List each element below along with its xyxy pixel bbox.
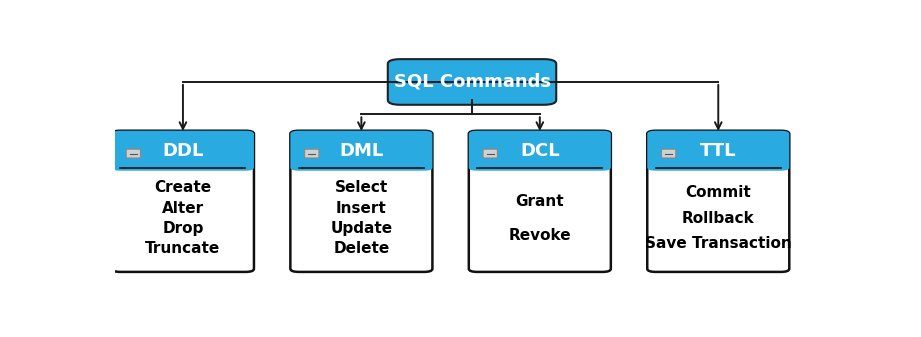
Text: Delete: Delete — [333, 241, 390, 256]
Text: Drop: Drop — [162, 221, 204, 236]
Text: Create: Create — [155, 180, 212, 195]
Text: SQL Commands: SQL Commands — [393, 73, 551, 91]
FancyBboxPatch shape — [469, 131, 611, 272]
Text: Insert: Insert — [336, 201, 387, 216]
Text: Select: Select — [334, 180, 388, 195]
Bar — [121, 151, 245, 167]
Bar — [477, 151, 602, 167]
FancyBboxPatch shape — [661, 149, 676, 158]
FancyBboxPatch shape — [388, 59, 556, 105]
Text: DDL: DDL — [162, 142, 204, 160]
FancyBboxPatch shape — [647, 131, 789, 272]
Text: DML: DML — [339, 142, 383, 160]
Text: Grant: Grant — [516, 194, 565, 209]
Text: Update: Update — [331, 221, 392, 236]
FancyBboxPatch shape — [647, 131, 789, 171]
Text: Commit: Commit — [685, 185, 752, 201]
FancyBboxPatch shape — [112, 131, 254, 171]
Text: Save Transaction: Save Transaction — [645, 236, 792, 251]
Text: DCL: DCL — [520, 142, 560, 160]
FancyBboxPatch shape — [305, 149, 319, 158]
Text: Alter: Alter — [162, 201, 204, 216]
FancyBboxPatch shape — [484, 149, 497, 158]
Text: TTL: TTL — [700, 142, 737, 160]
FancyBboxPatch shape — [126, 149, 141, 158]
Text: Truncate: Truncate — [146, 241, 220, 256]
Bar — [299, 151, 424, 167]
FancyBboxPatch shape — [290, 131, 432, 272]
FancyBboxPatch shape — [112, 131, 254, 272]
FancyBboxPatch shape — [290, 131, 432, 171]
Bar — [656, 151, 781, 167]
FancyBboxPatch shape — [469, 131, 611, 171]
Text: Rollback: Rollback — [682, 211, 754, 226]
Text: Revoke: Revoke — [508, 227, 571, 243]
